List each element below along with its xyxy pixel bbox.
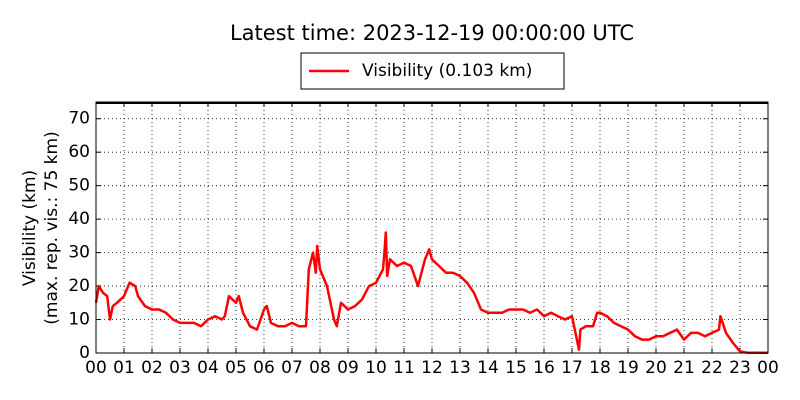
x-tick-label: 09 [337,358,359,378]
x-tick-label: 02 [141,358,163,378]
x-tick-label: 16 [533,358,555,378]
x-tick-label: 05 [225,358,247,378]
x-tick-label: 06 [253,358,275,378]
x-tick-label: 03 [169,358,191,378]
x-tick-label: 01 [113,358,135,378]
x-tick-label: 11 [393,358,415,378]
x-tick-label: 18 [589,358,611,378]
y-tick-label: 40 [68,209,90,229]
x-tick-label: 21 [673,358,695,378]
x-tick-label: 13 [449,358,471,378]
y-axis-label: (max. rep. vis.: 75 km) [42,131,62,324]
y-tick-label: 50 [68,176,90,196]
x-tick-label: 04 [197,358,219,378]
x-tick-label: 10 [365,358,387,378]
legend-entry: Visibility (0.103 km) [309,61,532,81]
y-tick-label: 70 [68,109,90,129]
x-tick-label: 12 [421,358,443,378]
x-tick-label: 08 [309,358,331,378]
x-tick-label: 00 [85,358,107,378]
data-line [94,231,768,354]
chart-title: Latest time: 2023-12-19 00:00:00 UTC [230,21,634,45]
y-tick-label: 20 [68,276,90,296]
x-tick-label: 15 [505,358,527,378]
legend-label: Visibility (0.103 km) [362,61,532,81]
y-tick-label: 60 [68,142,90,162]
y-tick-label: 10 [68,310,90,330]
y-tick-label: 0 [79,343,90,363]
x-tick-label: 23 [729,358,751,378]
x-tick-label: 22 [701,358,723,378]
x-tick-label: 20 [645,358,667,378]
x-tick-label: 17 [561,358,583,378]
x-tick-label: 14 [477,358,499,378]
x-tick-label: 00 [757,358,779,378]
x-tick-label: 07 [281,358,303,378]
x-tick-label: 19 [617,358,639,378]
y-axis-label: Visibility (km) [20,170,40,286]
y-tick-label: 30 [68,243,90,263]
